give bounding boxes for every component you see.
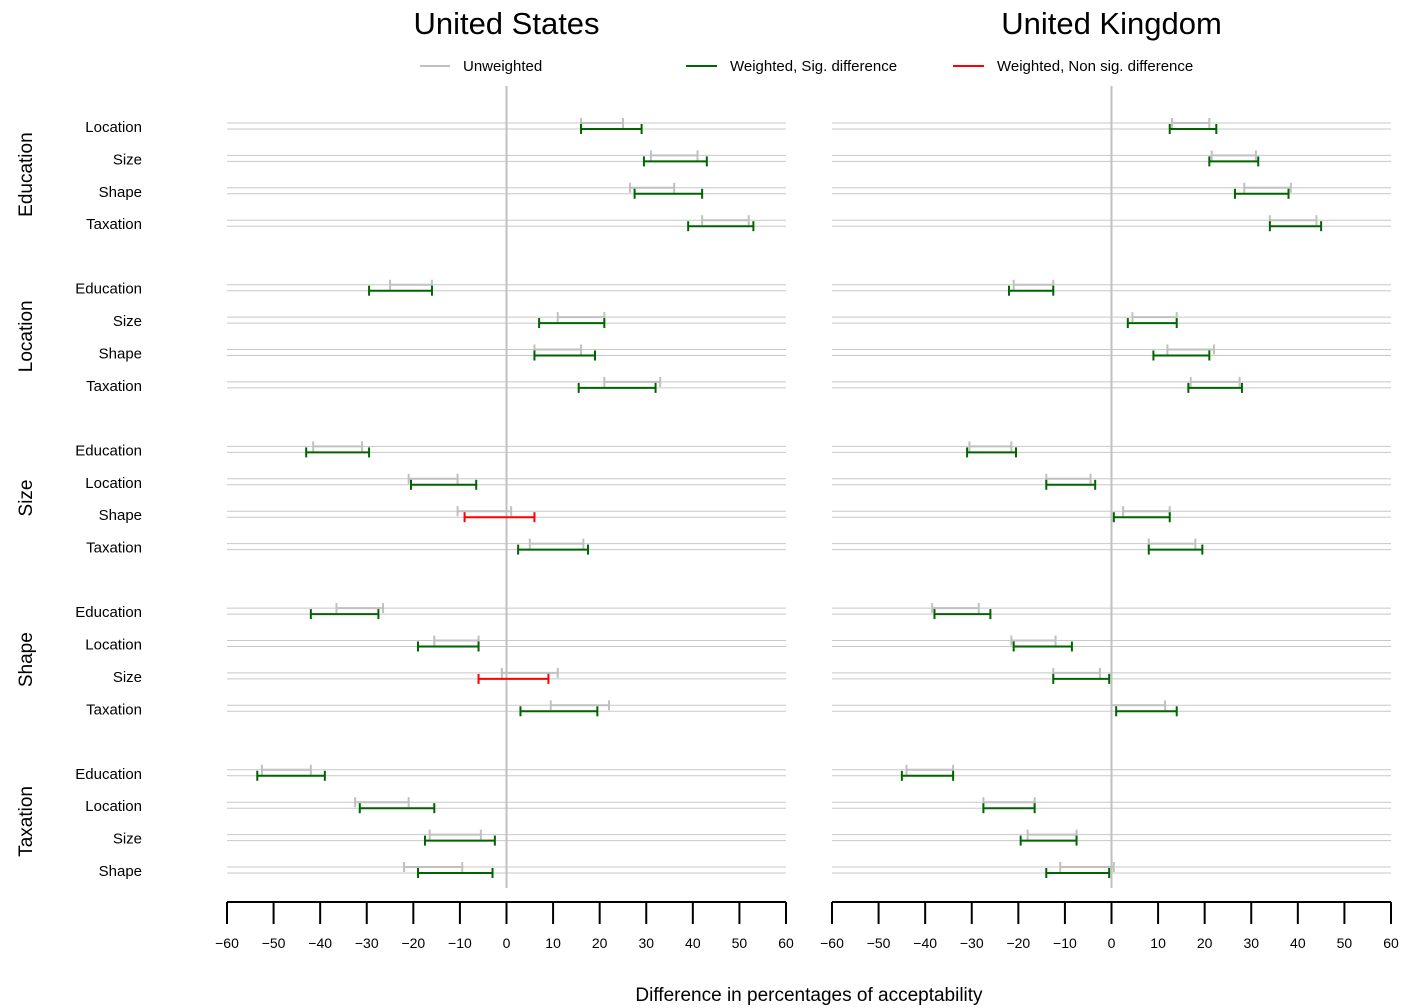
x-tick-label: −20 (401, 935, 425, 951)
row-label: Shape (99, 863, 142, 880)
row-label: Location (85, 798, 142, 815)
group-label: Taxation (16, 786, 37, 857)
row-label: Education (75, 281, 142, 298)
group-label: Location (16, 300, 37, 372)
panel-title: United Kingdom (1001, 6, 1222, 41)
row-label: Education (75, 604, 142, 621)
x-tick-label: 20 (592, 935, 608, 951)
x-tick-label: −60 (820, 935, 844, 951)
x-tick-label: 60 (1383, 935, 1399, 951)
x-tick-label: −30 (960, 935, 984, 951)
x-tick-label: 10 (545, 935, 561, 951)
row-label: Size (113, 669, 142, 686)
group-label: Size (16, 480, 37, 517)
x-axis-label: Difference in percentages of acceptabili… (635, 985, 983, 1006)
group-label: Shape (16, 632, 37, 687)
x-tick-label: 50 (1337, 935, 1353, 951)
row-label: Size (113, 151, 142, 168)
row-label: Taxation (86, 378, 142, 395)
row-label: Taxation (86, 540, 142, 557)
legend-label: Weighted, Non sig. difference (997, 58, 1193, 75)
x-tick-label: −60 (215, 935, 239, 951)
x-tick-label: 10 (1150, 935, 1166, 951)
x-tick-label: 0 (1108, 935, 1116, 951)
row-label: Education (75, 766, 142, 783)
x-tick-label: 40 (685, 935, 701, 951)
group-label: Education (16, 132, 37, 217)
x-tick-label: −10 (448, 935, 472, 951)
legend-label: Weighted, Sig. difference (730, 58, 897, 75)
panel-title: United States (413, 6, 599, 41)
x-tick-label: 30 (638, 935, 654, 951)
row-label: Size (113, 831, 142, 848)
x-tick-label: 30 (1243, 935, 1259, 951)
x-tick-label: −20 (1006, 935, 1030, 951)
x-tick-label: −50 (262, 935, 286, 951)
row-label: Taxation (86, 701, 142, 718)
x-tick-label: 40 (1290, 935, 1306, 951)
x-tick-label: −10 (1053, 935, 1077, 951)
x-tick-label: −40 (913, 935, 937, 951)
row-label: Shape (99, 184, 142, 201)
row-label: Location (85, 475, 142, 492)
row-label: Shape (99, 346, 142, 363)
x-tick-label: −40 (308, 935, 332, 951)
legend-label: Unweighted (463, 58, 542, 75)
x-tick-label: 50 (732, 935, 748, 951)
row-label: Size (113, 313, 142, 330)
row-label: Education (75, 442, 142, 459)
row-label: Location (85, 119, 142, 136)
row-label: Location (85, 637, 142, 654)
row-label: Taxation (86, 216, 142, 233)
x-tick-label: 20 (1197, 935, 1213, 951)
x-tick-label: −50 (867, 935, 891, 951)
x-tick-label: −30 (355, 935, 379, 951)
row-label: Shape (99, 507, 142, 524)
x-tick-label: 0 (503, 935, 511, 951)
x-tick-label: 60 (778, 935, 794, 951)
